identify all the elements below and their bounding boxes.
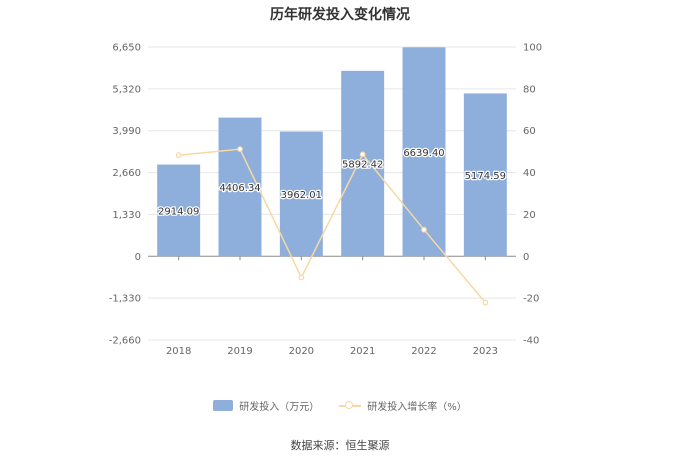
grid-lines <box>148 46 516 341</box>
y-right-tick-label: -40 <box>523 336 539 347</box>
bar-value-label: 6639.40 <box>403 148 444 159</box>
bar <box>218 117 262 257</box>
growth-point <box>298 274 305 281</box>
bar-value-label: 3962.01 <box>281 190 322 201</box>
bar-value-label: 5892.42 <box>342 160 383 171</box>
y-left-tick-label: 0 <box>135 252 141 263</box>
legend-label-line: 研发投入增长率（%） <box>367 402 467 413</box>
y-right-tick-label: -20 <box>523 294 539 305</box>
legend-line-swatch <box>339 400 362 412</box>
legend-bar-swatch <box>213 400 234 411</box>
x-tick-label: 2021 <box>350 346 375 357</box>
growth-point <box>421 226 427 233</box>
bar <box>402 47 446 257</box>
bar <box>157 164 201 257</box>
x-tick-label: 2018 <box>166 346 191 357</box>
legend-item-line[interactable]: 研发投入增长率（%） <box>339 398 467 413</box>
x-tick-label: 2020 <box>289 346 314 357</box>
growth-point <box>175 152 182 159</box>
y-right-tick-label: 20 <box>523 210 536 221</box>
bar-value-label: 4406.34 <box>219 183 260 194</box>
y-right-tick-label: 40 <box>523 168 536 179</box>
growth-point <box>237 146 243 153</box>
legend-item-bar[interactable]: 研发投入（万元） <box>213 398 319 413</box>
line-series <box>175 146 489 306</box>
legend-label-bar: 研发投入（万元） <box>239 402 320 413</box>
x-tick-label: 2022 <box>411 346 436 357</box>
y-left-tick-label: 1,330 <box>112 210 141 221</box>
growth-line <box>178 148 486 304</box>
data-source: 数据来源：恒生聚源 <box>290 439 390 452</box>
y-left-tick-label: 2,660 <box>112 168 141 179</box>
legend: 研发投入（万元） 研发投入增长率（%） <box>0 398 680 413</box>
growth-point <box>359 151 366 158</box>
x-tick-label: 2023 <box>473 346 498 357</box>
bar <box>279 131 323 257</box>
y-left-tick-label: 6,650 <box>112 43 141 54</box>
y-left-tick-label: 5,320 <box>112 84 141 95</box>
bar <box>341 70 385 257</box>
y-left-tick-label: -1,330 <box>109 294 141 305</box>
chart-title: 历年研发投入变化情况 <box>270 7 410 23</box>
axes: 6,650 5,320 3,990 2,660 1,330 0 -1,330 -2,660 10… <box>109 43 542 358</box>
y-right-tick-label: 80 <box>523 84 536 95</box>
bar-value-label: 5174.59 <box>465 171 506 182</box>
bar-series <box>157 47 507 257</box>
y-right-tick-label: 60 <box>523 126 536 137</box>
data-labels: 2914.09 4406.34 3962.01 5892.42 6639.40 5174.… <box>157 147 508 219</box>
bar <box>463 93 507 257</box>
y-right-tick-label: 0 <box>523 252 529 263</box>
growth-point <box>482 299 489 306</box>
y-right-tick-label: 100 <box>523 43 542 54</box>
y-left-tick-label: 3,990 <box>112 126 141 137</box>
bar-value-label: 2914.09 <box>158 206 199 217</box>
x-tick-label: 2019 <box>227 346 252 357</box>
y-left-tick-label: -2,660 <box>109 336 141 347</box>
